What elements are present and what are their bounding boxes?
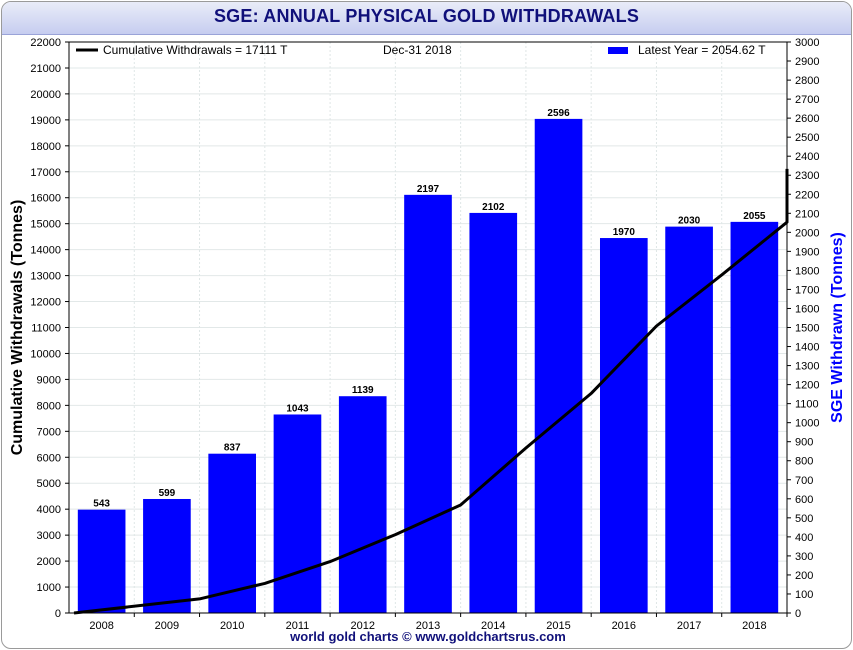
bar-data-label: 1139 xyxy=(352,385,374,396)
y-right-tick-label: 1600 xyxy=(795,303,819,315)
y-right-tick-label: 600 xyxy=(795,494,813,506)
y-left-tick-label: 13000 xyxy=(30,271,61,283)
y-right-tick-label: 0 xyxy=(795,608,801,620)
y-right-tick-label: 2300 xyxy=(795,170,819,182)
legend-date-label: Dec-31 2018 xyxy=(383,43,452,57)
y-left-tick-label: 10000 xyxy=(30,348,61,360)
chart-title: SGE: ANNUAL PHYSICAL GOLD WITHDRAWALS xyxy=(213,6,640,26)
bar-2013 xyxy=(404,194,452,614)
y-left-tick-label: 12000 xyxy=(30,297,61,309)
y-right-axis-label: SGE Withdrawn (Tonnes) xyxy=(829,232,846,423)
y-right-tick-label: 2800 xyxy=(795,75,819,87)
bar-data-label: 2596 xyxy=(547,108,570,119)
y-right-tick-label: 1100 xyxy=(795,399,819,411)
bar-data-label: 2102 xyxy=(482,202,505,213)
legend-line-label: Cumulative Withdrawals = 17111 T xyxy=(103,43,288,57)
bar-data-label: 1043 xyxy=(286,403,309,414)
y-left-tick-label: 14000 xyxy=(30,245,61,257)
y-right-tick-label: 1500 xyxy=(795,323,819,335)
y-left-tick-label: 15000 xyxy=(30,219,61,231)
bar-2014 xyxy=(469,212,518,614)
bar-data-label: 543 xyxy=(93,499,110,510)
y-left-tick-label: 9000 xyxy=(37,374,61,386)
x-tick-label: 2012 xyxy=(350,620,374,632)
y-right-tick-label: 700 xyxy=(795,475,813,487)
bar-2016 xyxy=(599,238,648,613)
legend-bar-label: Latest Year = 2054.62 T xyxy=(638,43,766,57)
legend-bar-swatch xyxy=(608,47,628,54)
bar-2018 xyxy=(730,221,779,614)
footer-credit: world gold charts © www.goldchartsrus.co… xyxy=(289,629,566,644)
y-right-tick-label: 2600 xyxy=(795,113,819,125)
y-left-tick-label: 0 xyxy=(55,608,61,620)
x-tick-label: 2009 xyxy=(155,620,179,632)
y-right-tick-label: 1400 xyxy=(795,342,819,354)
y-left-tick-label: 3000 xyxy=(37,530,61,542)
x-tick-label: 2010 xyxy=(220,620,244,632)
title-bar: SGE: ANNUAL PHYSICAL GOLD WITHDRAWALS xyxy=(2,2,851,35)
bar-data-label: 2055 xyxy=(743,211,766,222)
y-right-tick-label: 2500 xyxy=(795,132,819,144)
y-right-tick-label: 1300 xyxy=(795,361,819,373)
cumulative-line xyxy=(73,168,789,615)
bar-data-label: 599 xyxy=(159,488,176,499)
y-right-tick-label: 100 xyxy=(795,589,813,601)
y-right-tick-label: 200 xyxy=(795,570,813,582)
y-left-tick-label: 6000 xyxy=(37,452,61,464)
y-right-tick-label: 2200 xyxy=(795,189,819,201)
bar-data-label: 2197 xyxy=(417,184,440,195)
bar-2012 xyxy=(338,396,387,613)
y-right-tick-label: 1000 xyxy=(795,418,819,430)
x-tick-label: 2015 xyxy=(546,620,570,632)
x-tick-label: 2011 xyxy=(286,620,310,632)
y-left-tick-label: 19000 xyxy=(30,115,61,127)
bar-2009 xyxy=(143,498,191,613)
x-tick-label: 2014 xyxy=(481,620,505,632)
x-tick-label: 2017 xyxy=(677,620,701,632)
bar-data-label: 837 xyxy=(224,443,241,454)
y-left-tick-label: 22000 xyxy=(30,37,61,49)
bar-2017 xyxy=(665,226,713,613)
y-right-tick-label: 1200 xyxy=(795,380,819,392)
y-right-tick-label: 2100 xyxy=(795,208,819,220)
y-left-tick-label: 18000 xyxy=(30,141,61,153)
y-left-tick-label: 1000 xyxy=(37,582,61,594)
y-right-tick-label: 800 xyxy=(795,456,813,468)
y-left-tick-label: 2000 xyxy=(37,556,61,568)
y-left-tick-label: 16000 xyxy=(30,193,61,205)
y-right-tick-label: 1700 xyxy=(795,284,819,296)
y-right-tick-label: 500 xyxy=(795,513,813,525)
x-tick-label: 2016 xyxy=(612,620,636,632)
y-right-tick-label: 900 xyxy=(795,437,813,449)
y-left-tick-label: 8000 xyxy=(37,400,61,412)
x-tick-label: 2013 xyxy=(416,620,440,632)
y-right-tick-label: 2700 xyxy=(795,94,819,106)
y-left-tick-label: 4000 xyxy=(37,504,61,516)
x-tick-label: 2018 xyxy=(742,620,766,632)
y-left-tick-label: 7000 xyxy=(37,426,61,438)
y-right-tick-label: 3000 xyxy=(795,37,819,49)
y-right-tick-label: 400 xyxy=(795,532,813,544)
bar-data-label: 2030 xyxy=(678,216,701,227)
y-left-tick-label: 21000 xyxy=(30,63,61,75)
y-right-tick-label: 1800 xyxy=(795,265,819,277)
bar-2008 xyxy=(77,509,126,613)
y-left-tick-label: 5000 xyxy=(37,478,61,490)
y-right-tick-label: 2000 xyxy=(795,227,819,239)
y-right-tick-label: 2400 xyxy=(795,151,819,163)
x-tick-label: 2008 xyxy=(89,620,113,632)
bar-2011 xyxy=(273,414,322,613)
y-left-tick-label: 11000 xyxy=(31,323,61,335)
y-left-tick-label: 20000 xyxy=(30,89,61,101)
bar-data-label: 1970 xyxy=(613,227,636,238)
y-right-tick-label: 300 xyxy=(795,551,813,563)
y-left-axis-label: Cumulative Withdrawals (Tonnes) xyxy=(9,200,26,456)
y-right-tick-label: 1900 xyxy=(795,246,819,258)
y-left-tick-label: 17000 xyxy=(30,167,61,179)
bar-2010 xyxy=(208,453,257,613)
bar-2015 xyxy=(534,118,583,614)
y-right-tick-label: 2900 xyxy=(795,56,819,68)
